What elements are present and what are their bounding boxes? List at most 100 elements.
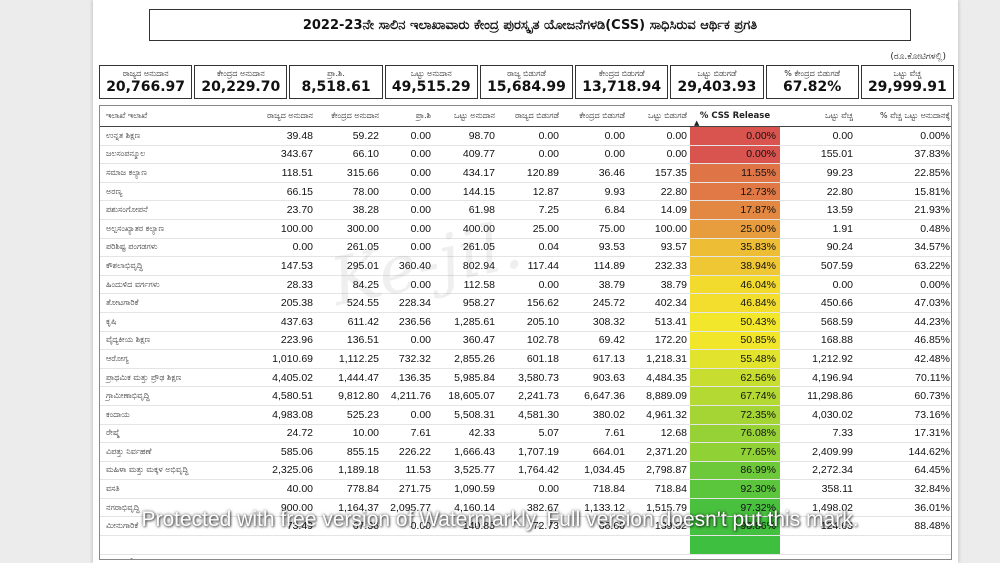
summary-card: ಒಟ್ಟು ಬಿಡುಗಡೆ 29,403.93 (670, 65, 764, 99)
css-release-percent-cell: 46.84% (690, 293, 780, 313)
table-row: ರೇಷ್ಮೆ 24.72 10.00 7.61 42.33 5.07 7.61 12.68 76… (100, 424, 951, 444)
table-header-row: ಇಲಾಖೆ ಇಲಾಖೆ ರಾಜ್ಯದ ಅನುದಾನ ಕೇಂದ್ರದ ಅನುದಾನ ಪ್… (100, 106, 951, 127)
table-cell (382, 535, 434, 555)
column-header[interactable]: ಕೇಂದ್ರದ ಬಿಡುಗಡೆ (562, 106, 628, 127)
table-cell: 38.79 (562, 275, 628, 295)
table-cell: 24.72 (250, 424, 316, 444)
table-cell: 0.00 (498, 126, 562, 146)
table-row: ಕಂದಾಯ 4,983.08 525.23 0.00 5,508.31 4,581.30 3… (100, 405, 951, 425)
summary-card: ಪ್ರಾ.ಶಿ. 8,518.61 (289, 65, 383, 99)
summary-card-label: ಒಟ್ಟು ವೆಚ್ಚ (893, 68, 922, 78)
table-cell: 13,718.94 (562, 553, 628, 559)
sort-column-header[interactable]: % CSS Release ▲ (690, 106, 780, 127)
department-name: ಹಿಂದುಳಿದ ವರ್ಗಗಳು (100, 275, 250, 295)
table-cell: 0.00 (382, 126, 434, 146)
column-header[interactable]: ಒಟ್ಟು ಅನುದಾನ (434, 106, 498, 127)
table-cell: 295.01 (316, 256, 382, 276)
table-cell: 3,580.73 (498, 368, 562, 388)
table-cell: 0.00 (562, 145, 628, 165)
column-header[interactable]: % ವೆಚ್ಚ ಒಟ್ಟು ಅನುದಾನಕ್ಕೆ (856, 106, 951, 127)
total-row: Total20,766.9720,229.708,518.6149,515.29… (100, 553, 951, 559)
table-cell: 0.00 (628, 145, 690, 165)
table-cell: 226.22 (382, 442, 434, 462)
table-cell: 157.35 (628, 163, 690, 183)
table-cell: 0.48% (856, 219, 951, 239)
table-cell: 400.00 (434, 219, 498, 239)
table-cell: 4,405.02 (250, 368, 316, 388)
table-cell: 47.03% (856, 293, 951, 313)
department-name: ತೋಟಗಾರಿಕೆ (100, 293, 250, 313)
table-cell: 0.00 (498, 275, 562, 295)
department-name: ಮೀನುಗಾರಿಕೆ (100, 516, 250, 537)
report-page: 2022-23ನೇ ಸಾಲಿನ ಇಲಾಖಾವಾರು ಕೇಂದ್ರ ಪುರಸ್ಕೃ… (93, 0, 958, 563)
table-cell: 44.23% (856, 312, 951, 332)
table-cell: 7.61 (562, 424, 628, 444)
table-cell: 64.45% (856, 461, 951, 481)
table-cell: 34.57% (856, 238, 951, 258)
table-cell: 360.47 (434, 331, 498, 351)
css-release-percent-cell: 0.00% (690, 126, 780, 146)
table-cell: 4,196.94 (780, 368, 856, 388)
table-cell: 14.09 (628, 200, 690, 220)
table-cell (562, 535, 628, 555)
css-release-percent-cell (690, 535, 780, 555)
table-cell: 156.62 (498, 293, 562, 313)
department-name: ಆರೋಗ್ಯ (100, 349, 250, 369)
table-cell: 585.06 (250, 442, 316, 462)
table-cell: 958.27 (434, 293, 498, 313)
table-cell: 0.00 (382, 331, 434, 351)
table-cell: 23.70 (250, 200, 316, 220)
table-cell: 0.00 (382, 145, 434, 165)
table-row: ಜಲಸಂಪನ್ಮೂಲ 343.67 66.10 0.00 409.77 0.00 0.00 0… (100, 145, 951, 165)
table-cell (434, 535, 498, 555)
table-cell: 1,212.92 (780, 349, 856, 369)
table-cell: 5.07 (498, 424, 562, 444)
department-name: ಕೃಷಿ (100, 312, 250, 332)
table-cell: 73.16% (856, 405, 951, 425)
table-cell: 139.32 (628, 516, 690, 537)
column-header[interactable]: ಇಲಾಖೆ ಇಲಾಖೆ (100, 106, 250, 127)
column-header[interactable]: ಒಟ್ಟು ವೆಚ್ಚ (780, 106, 856, 127)
table-cell: 67.36 (316, 516, 382, 537)
css-release-percent-cell: 77.65% (690, 442, 780, 462)
table-cell: 60.59% (856, 553, 951, 559)
css-release-percent-cell: 17.87% (690, 200, 780, 220)
css-release-percent-cell: 98.86% (690, 516, 780, 537)
table-cell: 732.32 (382, 349, 434, 369)
table-cell: 0.00 (382, 405, 434, 425)
column-header[interactable]: ಕೇಂದ್ರದ ಅನುದಾನ (316, 106, 382, 127)
table-cell: 1,707.19 (498, 442, 562, 462)
css-release-percent-cell: 72.35% (690, 405, 780, 425)
table-cell: 2,409.99 (780, 442, 856, 462)
column-header[interactable]: ಪ್ರಾ.ಶಿ (382, 106, 434, 127)
total-label: Total (100, 553, 250, 559)
table-cell: 0.04 (498, 238, 562, 258)
column-header[interactable]: ಒಟ್ಟು ಬಿಡುಗಡೆ (628, 106, 690, 127)
table-cell: 437.63 (250, 312, 316, 332)
column-header[interactable]: ರಾಜ್ಯದ ಬಿಡುಗಡೆ (498, 106, 562, 127)
css-release-percent-cell: 0.00% (690, 145, 780, 165)
column-header[interactable]: ರಾಜ್ಯದ ಅನುದಾನ (250, 106, 316, 127)
table-cell: 360.40 (382, 256, 434, 276)
table-cell: 271.75 (382, 479, 434, 499)
summary-card-label: ರಾಜ್ಯ ಬಿಡುಗಡೆ (507, 68, 546, 78)
summary-card-label: ಪ್ರಾ.ಶಿ. (327, 68, 345, 78)
table-cell: 450.66 (780, 293, 856, 313)
department-name: ವಸತಿ (100, 479, 250, 499)
table-cell: 6.84 (562, 200, 628, 220)
table-cell: 39.48 (250, 126, 316, 146)
table-cell: 21.93% (856, 200, 951, 220)
table-cell: 36.01% (856, 498, 951, 518)
table-cell (316, 535, 382, 555)
summary-card-value: 20,766.97 (106, 78, 186, 95)
table-cell: 140.85 (434, 516, 498, 537)
summary-card-label: ಕೇಂದ್ರದ ಬಿಡುಗಡೆ (598, 68, 645, 78)
table-cell (250, 535, 316, 555)
summary-card: % ಕೇಂದ್ರದ ಬಿಡುಗಡೆ 67.82% (765, 65, 859, 99)
table-cell: 11.53 (382, 461, 434, 481)
css-release-percent-cell: 12.73% (690, 182, 780, 202)
css-release-percent-cell: 67.82% (690, 553, 780, 559)
table-cell: 3,525.77 (434, 461, 498, 481)
table-cell: 0.00% (856, 275, 951, 295)
table-cell: 1,498.02 (780, 498, 856, 518)
